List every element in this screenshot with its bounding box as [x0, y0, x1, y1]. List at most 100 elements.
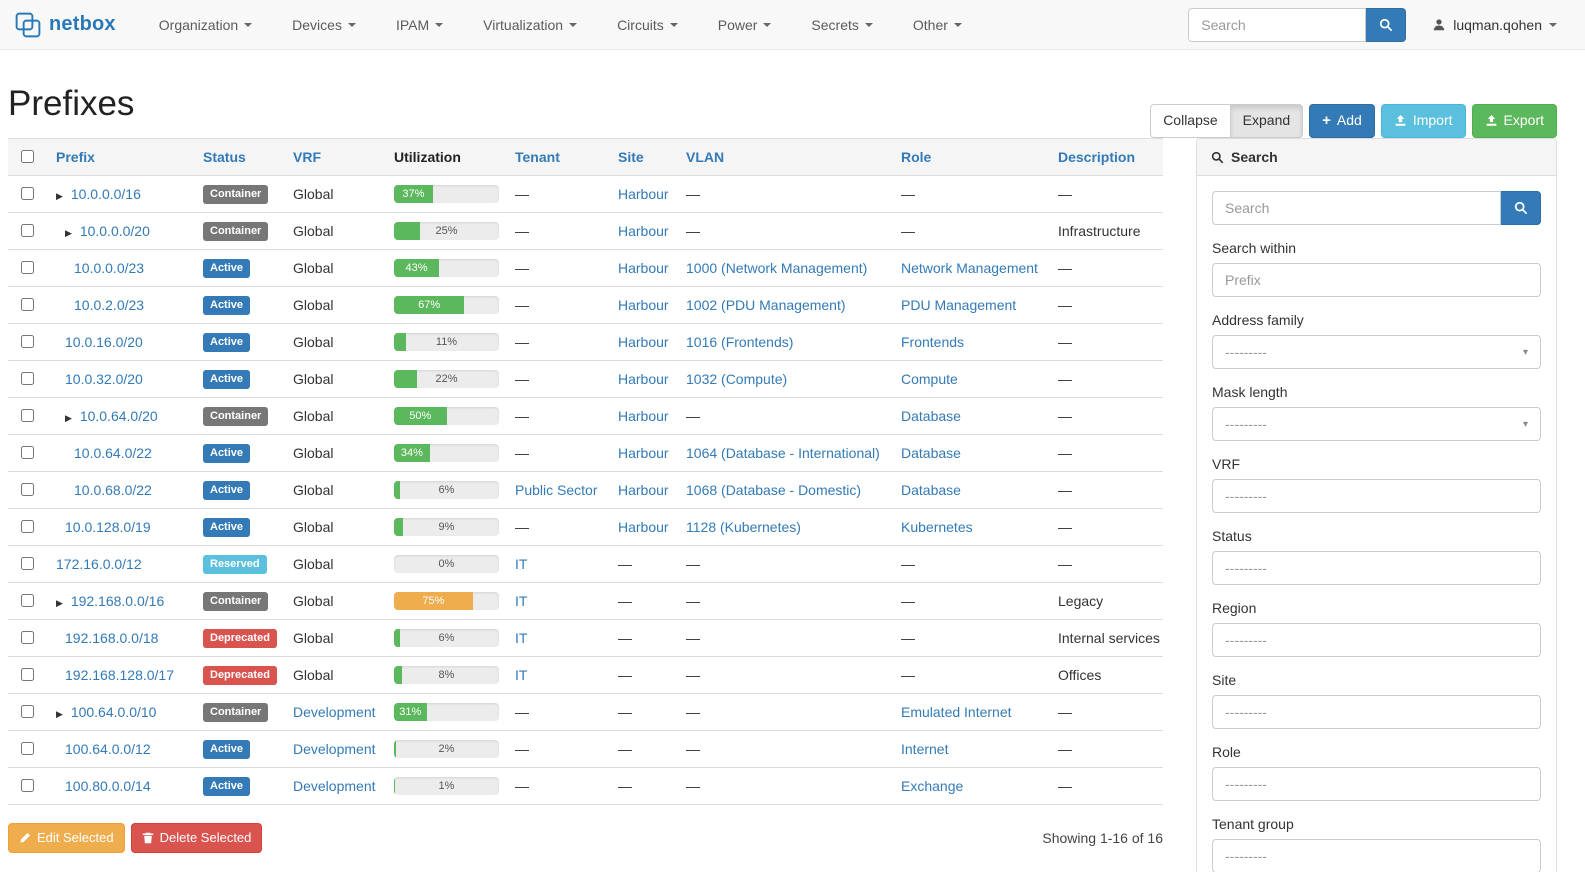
- filter-field-input[interactable]: [1212, 479, 1541, 513]
- filter-field-select[interactable]: --------- ▾: [1212, 335, 1541, 369]
- column-header-link[interactable]: Site: [618, 149, 644, 165]
- column-header-link[interactable]: Description: [1058, 149, 1136, 165]
- vrf-link[interactable]: Development: [293, 778, 376, 794]
- nav-menu[interactable]: Organization: [146, 2, 265, 48]
- row-checkbox[interactable]: [21, 631, 34, 644]
- prefix-link[interactable]: 100.64.0.0/12: [65, 741, 151, 757]
- column-header-link[interactable]: Tenant: [515, 149, 560, 165]
- filter-field-select[interactable]: --------- ▾: [1212, 407, 1541, 441]
- vlan-link[interactable]: 1032 (Compute): [686, 371, 788, 387]
- vlan-link[interactable]: 1000 (Network Management): [686, 260, 868, 276]
- site-link[interactable]: Harbour: [618, 445, 669, 461]
- site-link[interactable]: Harbour: [618, 186, 669, 202]
- tenant-link[interactable]: IT: [515, 630, 528, 646]
- vlan-link[interactable]: 1064 (Database - International): [686, 445, 880, 461]
- expand-button[interactable]: Expand: [1229, 104, 1304, 138]
- row-checkbox[interactable]: [21, 335, 34, 348]
- prefix-link[interactable]: 192.168.128.0/17: [65, 667, 174, 683]
- filter-search-button[interactable]: [1501, 191, 1541, 225]
- export-button[interactable]: Export: [1471, 104, 1557, 138]
- filter-search-input[interactable]: [1212, 191, 1501, 225]
- vrf-link[interactable]: Development: [293, 741, 376, 757]
- nav-menu[interactable]: IPAM: [383, 2, 456, 48]
- user-menu[interactable]: luqman.qohen: [1432, 17, 1557, 33]
- site-link[interactable]: Harbour: [618, 371, 669, 387]
- tenant-link[interactable]: IT: [515, 556, 528, 572]
- prefix-link[interactable]: 10.0.2.0/23: [74, 297, 145, 313]
- row-checkbox[interactable]: [21, 779, 34, 792]
- row-checkbox[interactable]: [21, 187, 34, 200]
- site-link[interactable]: Harbour: [618, 408, 669, 424]
- expand-toggle-icon[interactable]: ▶: [56, 709, 63, 719]
- column-header-link[interactable]: Status: [203, 149, 246, 165]
- role-link[interactable]: Frontends: [901, 334, 965, 350]
- expand-toggle-icon[interactable]: ▶: [65, 413, 72, 423]
- prefix-link[interactable]: 10.0.32.0/20: [65, 371, 143, 387]
- row-checkbox[interactable]: [21, 668, 34, 681]
- prefix-link[interactable]: 10.0.16.0/20: [65, 334, 143, 350]
- nav-menu[interactable]: Other: [900, 2, 975, 48]
- navbar-search-button[interactable]: [1366, 7, 1407, 42]
- role-link[interactable]: Emulated Internet: [901, 704, 1012, 720]
- prefix-link[interactable]: 10.0.0.0/20: [79, 223, 150, 239]
- collapse-button[interactable]: Collapse: [1150, 104, 1231, 138]
- prefix-link[interactable]: 172.16.0.0/12: [56, 556, 142, 572]
- row-checkbox[interactable]: [21, 446, 34, 459]
- import-button[interactable]: Import: [1380, 104, 1466, 138]
- role-link[interactable]: Database: [901, 482, 961, 498]
- role-link[interactable]: PDU Management: [901, 297, 1017, 313]
- nav-menu[interactable]: Power: [705, 2, 785, 48]
- prefix-link[interactable]: 10.0.64.0/20: [79, 408, 158, 424]
- row-checkbox[interactable]: [21, 483, 34, 496]
- filter-field-input[interactable]: [1212, 767, 1541, 801]
- site-link[interactable]: Harbour: [618, 260, 669, 276]
- filter-field-input[interactable]: [1212, 695, 1541, 729]
- row-checkbox[interactable]: [21, 372, 34, 385]
- prefix-link[interactable]: 10.0.0.0/16: [70, 186, 141, 202]
- row-checkbox[interactable]: [21, 261, 34, 274]
- prefix-link[interactable]: 10.0.64.0/22: [74, 445, 152, 461]
- prefix-link[interactable]: 10.0.0.0/23: [74, 260, 145, 276]
- vlan-link[interactable]: 1002 (PDU Management): [686, 297, 846, 313]
- row-checkbox[interactable]: [21, 409, 34, 422]
- tenant-link[interactable]: IT: [515, 667, 528, 683]
- row-checkbox[interactable]: [21, 557, 34, 570]
- nav-menu[interactable]: Secrets: [798, 2, 885, 48]
- row-checkbox[interactable]: [21, 520, 34, 533]
- expand-toggle-icon[interactable]: ▶: [56, 191, 63, 201]
- prefix-link[interactable]: 100.64.0.0/10: [70, 704, 157, 720]
- expand-toggle-icon[interactable]: ▶: [56, 598, 63, 608]
- vrf-link[interactable]: Development: [293, 704, 376, 720]
- role-link[interactable]: Compute: [901, 371, 958, 387]
- filter-field-input[interactable]: [1212, 551, 1541, 585]
- role-link[interactable]: Kubernetes: [901, 519, 973, 535]
- nav-menu[interactable]: Virtualization: [470, 2, 590, 48]
- expand-toggle-icon[interactable]: ▶: [65, 228, 72, 238]
- site-link[interactable]: Harbour: [618, 482, 669, 498]
- site-link[interactable]: Harbour: [618, 297, 669, 313]
- vlan-link[interactable]: 1016 (Frontends): [686, 334, 794, 350]
- prefix-link[interactable]: 100.80.0.0/14: [65, 778, 151, 794]
- tenant-link[interactable]: Public Sector: [515, 482, 598, 498]
- select-all-checkbox[interactable]: [21, 150, 34, 163]
- tenant-link[interactable]: IT: [515, 593, 528, 609]
- netbox-brand[interactable]: netbox: [14, 11, 116, 39]
- role-link[interactable]: Database: [901, 408, 961, 424]
- row-checkbox[interactable]: [21, 298, 34, 311]
- site-link[interactable]: Harbour: [618, 223, 669, 239]
- row-checkbox[interactable]: [21, 594, 34, 607]
- vlan-link[interactable]: 1068 (Database - Domestic): [686, 482, 862, 498]
- column-header-link[interactable]: VLAN: [686, 149, 725, 165]
- vlan-link[interactable]: 1128 (Kubernetes): [686, 519, 801, 535]
- nav-menu[interactable]: Circuits: [604, 2, 691, 48]
- filter-field-input[interactable]: [1212, 623, 1541, 657]
- role-link[interactable]: Internet: [901, 741, 949, 757]
- role-link[interactable]: Network Management: [901, 260, 1038, 276]
- role-link[interactable]: Exchange: [901, 778, 964, 794]
- site-link[interactable]: Harbour: [618, 334, 669, 350]
- row-checkbox[interactable]: [21, 705, 34, 718]
- row-checkbox[interactable]: [21, 742, 34, 755]
- filter-field-input[interactable]: [1212, 263, 1541, 297]
- prefix-link[interactable]: 192.168.0.0/16: [70, 593, 165, 609]
- role-link[interactable]: Database: [901, 445, 961, 461]
